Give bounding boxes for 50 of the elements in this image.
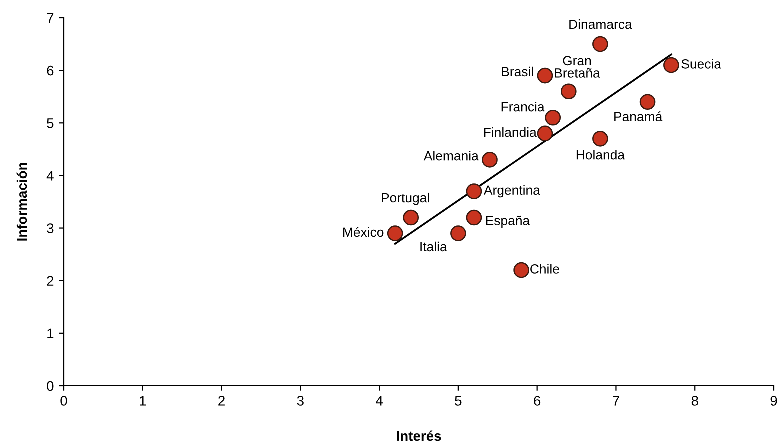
annotation: Argentina — [484, 185, 540, 198]
annotation: Holanda — [576, 150, 626, 160]
point — [640, 94, 656, 110]
annotation: Alemania — [424, 151, 479, 161]
point — [450, 226, 466, 242]
y-tick-label: 7 — [47, 13, 54, 24]
annotation: España — [486, 216, 530, 228]
y-axis-title: Información — [16, 163, 28, 241]
x-tick-label: 5 — [455, 396, 462, 406]
y-tick-label: 3 — [47, 224, 54, 234]
y-tick-label: 1 — [48, 328, 54, 338]
annotation: Chile — [530, 264, 560, 274]
x-tick-label: 7 — [613, 396, 620, 406]
point — [545, 110, 562, 126]
y-tick-label: 5 — [47, 118, 54, 128]
y-tick-label: 2 — [47, 276, 54, 286]
point — [537, 68, 554, 84]
point — [592, 131, 608, 147]
y-tick-label: 0 — [47, 381, 54, 392]
x-tick-label: 9 — [770, 396, 778, 406]
annotation: Suecia — [682, 59, 722, 69]
annotation: Panamá — [614, 112, 663, 122]
x-tick-label: 8 — [692, 396, 698, 406]
point — [514, 262, 530, 278]
x-tick-label: 0 — [60, 396, 68, 406]
point — [537, 126, 554, 142]
point — [482, 152, 498, 168]
x-tick-label: 1 — [140, 396, 146, 406]
point — [664, 57, 680, 74]
point — [466, 184, 482, 200]
annotation: Francia — [502, 102, 545, 112]
x-tick-label: 3 — [297, 396, 304, 406]
point — [466, 210, 482, 226]
annotation: Dinamarca — [570, 19, 632, 30]
x-tick-label: 6 — [534, 396, 541, 406]
point — [592, 36, 608, 52]
annotation: Gran Bretaña — [555, 56, 600, 78]
x-tick-label: 2 — [218, 396, 225, 406]
point — [560, 84, 577, 100]
y-tick-label: 4 — [46, 171, 54, 181]
point — [403, 210, 420, 226]
annotation: Finlandia — [484, 128, 537, 138]
annotation: México — [344, 227, 384, 238]
annotation: Portugal — [382, 192, 430, 206]
x-axis-title: Interés — [397, 430, 442, 442]
annotation: Italia — [420, 242, 448, 252]
x-tick-label: 4 — [376, 396, 384, 406]
point — [387, 226, 404, 242]
annotation: Brasil — [502, 66, 534, 77]
y-tick-label: 6 — [47, 66, 54, 76]
